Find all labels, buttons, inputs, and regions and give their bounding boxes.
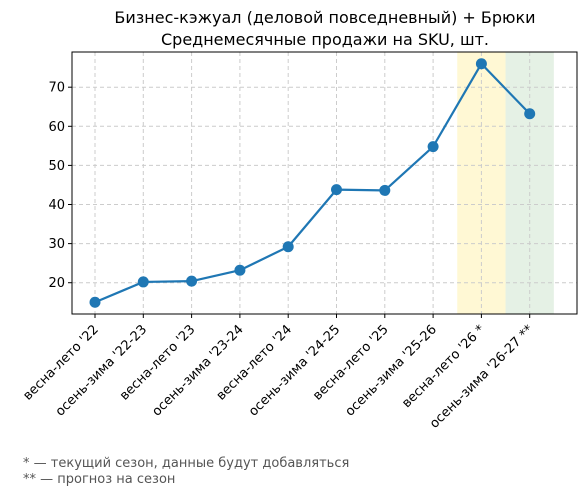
series-line	[94, 62, 531, 304]
chart-title: Бизнес-кэжуал (деловой повседневный) + Б…	[114, 8, 535, 27]
series-layer	[89, 58, 536, 308]
data-point	[427, 141, 439, 153]
footnote-forecast: ** — прогноз на сезон	[23, 472, 176, 487]
data-point	[282, 241, 294, 253]
data-point	[186, 275, 198, 287]
x-tick-label: осень-зима '25-26	[343, 322, 440, 419]
x-tick-label: осень-зима '22-23	[53, 322, 150, 419]
highlight-band-1	[505, 52, 554, 314]
data-point	[234, 264, 246, 276]
y-tick-label: 40	[48, 198, 65, 213]
season-highlight-bands	[457, 52, 554, 314]
data-point	[524, 108, 536, 120]
y-tick-label: 50	[48, 159, 65, 174]
y-tick-label: 20	[48, 276, 65, 291]
y-tick-label: 70	[48, 81, 65, 96]
line-chart: Бизнес-кэжуал (деловой повседневный) + Б…	[20, 8, 578, 432]
data-point	[475, 58, 487, 70]
data-point	[379, 184, 391, 196]
y-tick-label: 30	[48, 237, 65, 252]
x-tick-label: осень-зима '23-24	[149, 322, 246, 419]
data-point	[137, 276, 149, 288]
plot-frame	[71, 51, 578, 315]
y-axis: 20 30 40 50 60 70	[48, 81, 72, 291]
y-tick-label: 60	[48, 120, 65, 135]
chart-subtitle: Среднемесячные продажи на SKU, шт.	[161, 30, 489, 49]
x-tick-label: осень-зима '24-25	[246, 322, 343, 419]
data-point	[89, 296, 101, 308]
data-point	[331, 184, 342, 196]
footnote-current-season: * — текущий сезон, данные будут добавлят…	[23, 456, 350, 471]
x-tick-label: весна-лето '26 *	[399, 322, 488, 411]
